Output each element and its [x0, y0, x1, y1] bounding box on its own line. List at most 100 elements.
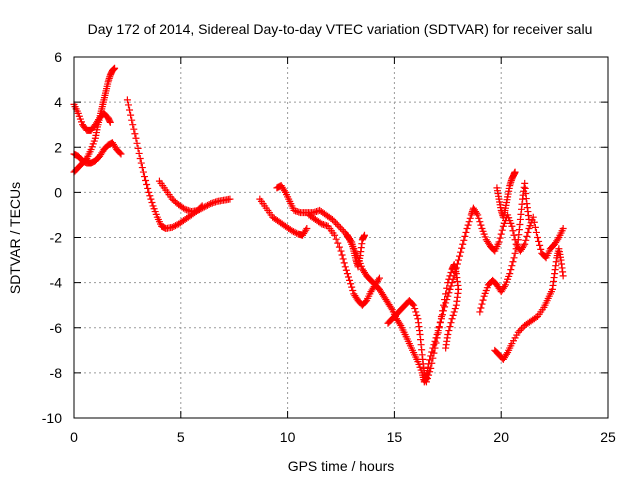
data-point	[445, 327, 453, 335]
data-point	[430, 349, 438, 357]
data-point	[337, 247, 345, 255]
data-series	[155, 177, 206, 216]
data-point	[179, 204, 187, 212]
data-point	[168, 223, 176, 231]
data-point	[136, 155, 144, 163]
y-tick-label: -10	[42, 410, 62, 426]
data-point	[435, 324, 443, 332]
data-point	[447, 282, 455, 290]
data-point	[342, 266, 350, 274]
data-point	[111, 64, 119, 72]
data-point	[454, 256, 462, 264]
data-point	[106, 118, 114, 126]
data-point	[332, 219, 340, 227]
data-point	[146, 192, 154, 200]
data-point	[506, 270, 514, 278]
data-point	[554, 235, 562, 243]
data-point	[139, 168, 147, 176]
data-point	[131, 130, 139, 138]
data-point	[334, 239, 342, 247]
data-point	[445, 289, 453, 297]
data-point	[427, 364, 435, 372]
data-point	[437, 312, 445, 320]
data-point	[523, 232, 531, 240]
data-point	[335, 243, 343, 251]
data-point	[116, 149, 124, 157]
data-point	[441, 303, 449, 311]
y-tick-label: -4	[50, 275, 63, 291]
data-point	[433, 334, 441, 342]
data-point	[348, 283, 356, 291]
data-point	[446, 285, 454, 293]
data-point	[336, 224, 344, 232]
data-point	[198, 202, 206, 210]
data-point	[536, 241, 544, 249]
data-series	[343, 231, 368, 271]
data-point	[171, 222, 179, 230]
data-point	[347, 236, 355, 244]
data-point	[339, 255, 347, 263]
data-point	[130, 125, 138, 133]
data-series	[123, 96, 234, 232]
data-point	[170, 223, 178, 231]
data-point	[303, 224, 311, 232]
data-point	[512, 245, 520, 253]
data-point	[462, 228, 470, 236]
data-point	[338, 251, 346, 259]
data-point	[458, 244, 466, 252]
data-point	[446, 323, 454, 331]
data-point	[447, 319, 455, 327]
data-point	[525, 215, 533, 223]
data-point	[432, 339, 440, 347]
y-tick-label: 0	[54, 184, 62, 200]
data-point	[509, 258, 517, 266]
y-tick-label: 6	[54, 49, 62, 65]
data-point	[477, 221, 485, 229]
data-series	[256, 195, 311, 239]
data-point	[514, 328, 522, 336]
data-point	[451, 305, 459, 313]
data-point	[537, 245, 545, 253]
data-point	[332, 235, 340, 243]
data-point	[559, 224, 567, 232]
data-point	[410, 301, 418, 309]
data-point	[465, 218, 473, 226]
data-series	[491, 245, 567, 363]
data-point	[134, 144, 142, 152]
y-tick-labels: 6 4 2 0 -2 -4 -6 -8 -10	[42, 49, 62, 426]
x-tick-label: 0	[70, 429, 78, 445]
data-point	[344, 273, 352, 281]
data-point	[450, 308, 458, 316]
data-point	[124, 101, 132, 109]
data-point	[288, 227, 296, 235]
x-tick-label: 20	[493, 429, 509, 445]
data-point	[335, 222, 343, 230]
data-point	[513, 240, 521, 248]
data-point	[422, 378, 430, 386]
y-axis-label: SDTVAR / TECUs	[7, 182, 23, 294]
data-point	[448, 315, 456, 323]
data-point	[443, 284, 451, 292]
data-point	[477, 304, 485, 312]
data-point	[132, 134, 140, 142]
data-point	[442, 290, 450, 298]
data-point	[205, 201, 213, 209]
data-point	[522, 236, 530, 244]
data-point	[517, 325, 525, 333]
x-axis-label: GPS time / hours	[288, 458, 395, 474]
data-point	[474, 211, 482, 219]
x-tick-label: 15	[387, 429, 403, 445]
data-point	[524, 228, 532, 236]
data-series	[305, 211, 383, 309]
data-point	[148, 199, 156, 207]
data-point	[123, 96, 131, 104]
data-point	[409, 300, 417, 308]
x-tick-label: 25	[600, 429, 616, 445]
data-point	[466, 214, 474, 222]
data-point	[338, 226, 346, 234]
data-point	[460, 236, 468, 244]
data-point	[520, 242, 528, 250]
data-point	[461, 232, 469, 240]
data-point	[447, 268, 455, 276]
data-point	[147, 195, 155, 203]
